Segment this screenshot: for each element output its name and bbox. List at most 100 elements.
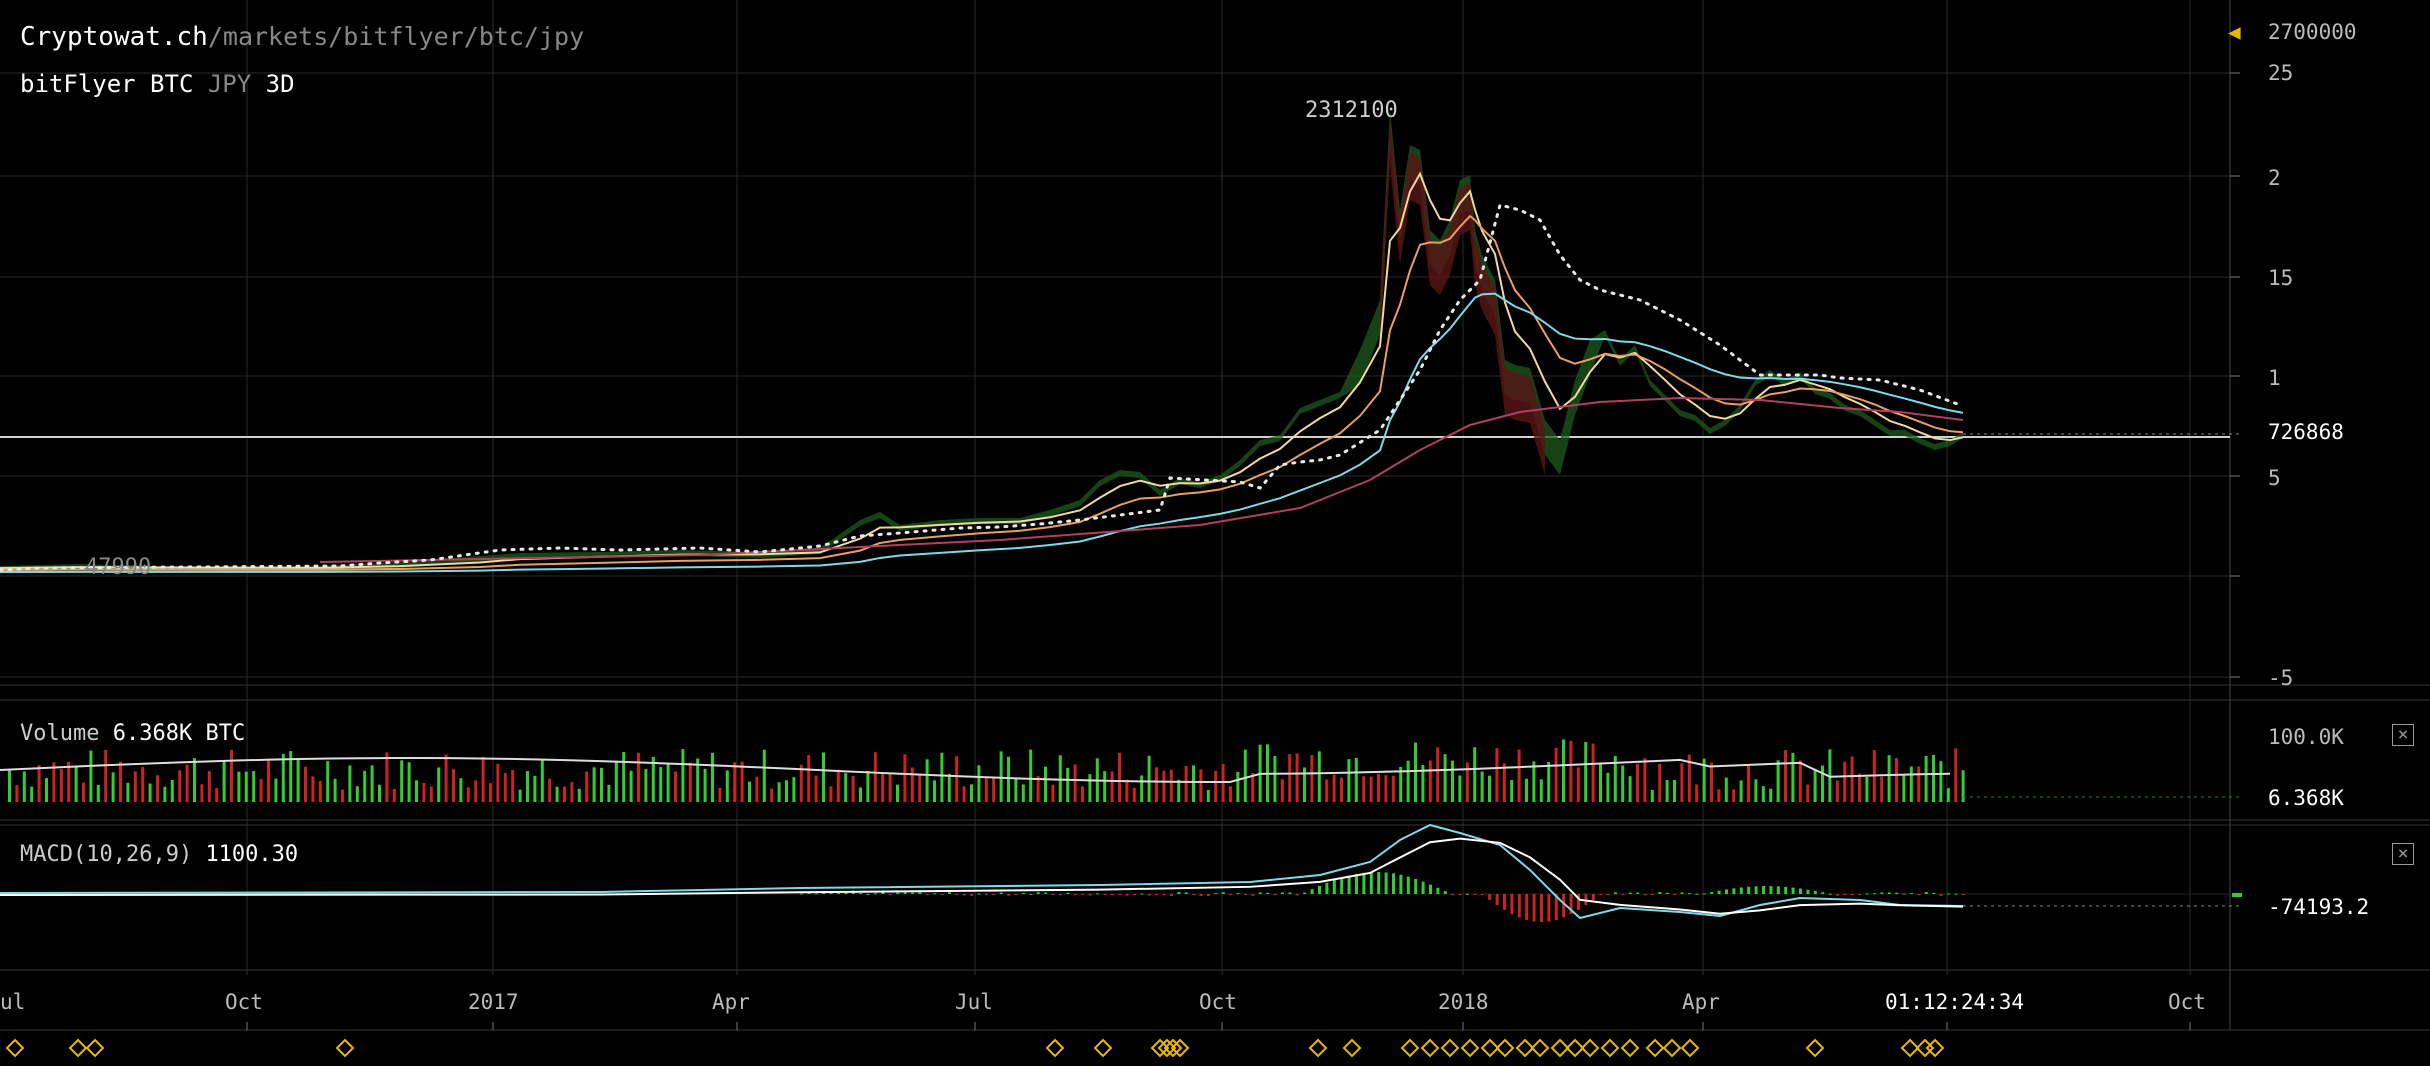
event-marker-icon bbox=[1620, 1038, 1640, 1058]
macd-histogram-bar bbox=[1266, 892, 1270, 894]
volume-bar bbox=[1354, 757, 1358, 802]
macd-histogram-bar bbox=[1288, 892, 1292, 894]
volume-bar bbox=[170, 779, 174, 802]
event-marker-icon bbox=[1342, 1038, 1362, 1058]
volume-bar bbox=[1044, 766, 1047, 802]
volume-bar bbox=[1724, 777, 1728, 802]
volume-bar bbox=[548, 778, 552, 802]
volume-bar bbox=[1628, 776, 1632, 802]
quote-currency[interactable]: JPY bbox=[207, 70, 252, 98]
volume-bar bbox=[1177, 779, 1181, 802]
macd-histogram-bar bbox=[925, 894, 929, 895]
volume-bar bbox=[844, 773, 848, 802]
macd-histogram-bar bbox=[1665, 892, 1669, 894]
volume-bar bbox=[925, 759, 929, 802]
brand-name[interactable]: Cryptowat.ch bbox=[20, 22, 208, 52]
macd-histogram-bar bbox=[1688, 893, 1691, 895]
macd-histogram-bar bbox=[1340, 877, 1344, 894]
volume-bar bbox=[96, 784, 100, 802]
macd-histogram-bar bbox=[1680, 892, 1684, 894]
macd-histogram-bar bbox=[1577, 894, 1580, 910]
volume-bar bbox=[1451, 760, 1454, 802]
volume-bar bbox=[1784, 750, 1787, 802]
macd-histogram-bar bbox=[1303, 892, 1307, 894]
macd-histogram-bar bbox=[1554, 894, 1558, 920]
market-pair: bitFlyer BTC JPY 3D bbox=[20, 70, 295, 98]
period-label[interactable]: 3D bbox=[265, 70, 295, 98]
macd-histogram-bar bbox=[1643, 894, 1647, 896]
macd-histogram-bar bbox=[962, 894, 966, 896]
volume-bar bbox=[629, 770, 633, 802]
volume-bar bbox=[207, 771, 211, 802]
volume-bar bbox=[156, 775, 159, 802]
macd-histogram-bar bbox=[1961, 894, 1965, 895]
macd-histogram-bar bbox=[1873, 893, 1876, 895]
volume-bar bbox=[52, 762, 56, 802]
event-marker-icon bbox=[1093, 1038, 1113, 1058]
site-brand[interactable]: Cryptowat.ch/markets/bitflyer/btc/jpy bbox=[20, 22, 584, 52]
event-marker-icon bbox=[1580, 1038, 1600, 1058]
macd-histogram-bar bbox=[1355, 873, 1358, 894]
macd-histogram-bar bbox=[1591, 894, 1595, 900]
event-marker-icon bbox=[1460, 1038, 1480, 1058]
macd-histogram-bar bbox=[1177, 892, 1181, 894]
volume-close-button[interactable]: × bbox=[2392, 724, 2414, 746]
volume-bar bbox=[163, 786, 167, 802]
volume-bar bbox=[740, 761, 744, 802]
volume-bar bbox=[977, 765, 981, 802]
macd-histogram-bar bbox=[1436, 887, 1440, 894]
volume-bar bbox=[970, 784, 973, 802]
volume-bar bbox=[1088, 774, 1092, 802]
macd-histogram-bar bbox=[1347, 875, 1351, 894]
x-axis-label: 2017 bbox=[468, 990, 519, 1014]
event-marker-icon bbox=[1515, 1038, 1535, 1058]
volume-bar bbox=[452, 769, 455, 802]
volume-bar bbox=[82, 782, 85, 802]
volume-bar bbox=[881, 772, 885, 802]
macd-histogram-bar bbox=[1147, 894, 1151, 896]
macd-histogram-bar bbox=[1429, 884, 1432, 894]
macd-histogram-bar bbox=[1902, 893, 1906, 895]
volume-bar bbox=[1621, 765, 1625, 802]
volume-bar bbox=[1636, 764, 1639, 802]
macd-histogram-bar bbox=[1036, 892, 1040, 894]
volume-bar bbox=[1850, 756, 1854, 802]
volume-bar bbox=[141, 767, 145, 802]
volume-bar bbox=[933, 780, 936, 802]
event-marker-icon bbox=[1400, 1038, 1420, 1058]
volume-bar bbox=[1769, 788, 1773, 802]
volume-bar bbox=[104, 749, 108, 802]
macd-histogram-bar bbox=[1880, 892, 1884, 894]
volume-bar bbox=[89, 750, 93, 802]
macd-line bbox=[0, 823, 1964, 920]
macd-histogram-bar bbox=[1776, 886, 1780, 894]
volume-bar bbox=[1421, 764, 1425, 802]
volume-bar bbox=[111, 772, 115, 802]
macd-close-button[interactable]: × bbox=[2392, 843, 2414, 865]
volume-bar bbox=[1280, 779, 1284, 802]
macd-histogram-bar bbox=[911, 892, 914, 894]
event-marker-icon bbox=[1805, 1038, 1825, 1058]
volume-bar bbox=[1399, 766, 1403, 802]
macd-histogram-bar bbox=[1081, 894, 1085, 895]
volume-bar bbox=[666, 763, 670, 802]
macd-histogram-bar bbox=[1214, 893, 1218, 895]
macd-histogram-bar bbox=[1503, 894, 1506, 910]
volume-bar bbox=[119, 761, 122, 802]
volume-bar bbox=[133, 771, 137, 802]
macd-histogram-bar bbox=[933, 893, 937, 895]
event-marker-icon bbox=[1900, 1038, 1920, 1058]
volume-bar bbox=[326, 761, 330, 802]
volume-bar bbox=[378, 784, 381, 802]
macd-histogram-bar bbox=[1710, 892, 1714, 894]
event-marker-icon bbox=[1645, 1038, 1665, 1058]
volume-bar bbox=[1036, 775, 1040, 802]
volume-bar bbox=[1155, 767, 1158, 802]
macd-histogram-bar bbox=[1843, 894, 1847, 895]
volume-bar bbox=[230, 749, 233, 802]
volume-bar bbox=[222, 761, 226, 802]
macd-histogram-bar bbox=[1887, 892, 1891, 894]
volume-bar bbox=[1103, 771, 1107, 802]
y-tick: -5 bbox=[2268, 666, 2294, 690]
